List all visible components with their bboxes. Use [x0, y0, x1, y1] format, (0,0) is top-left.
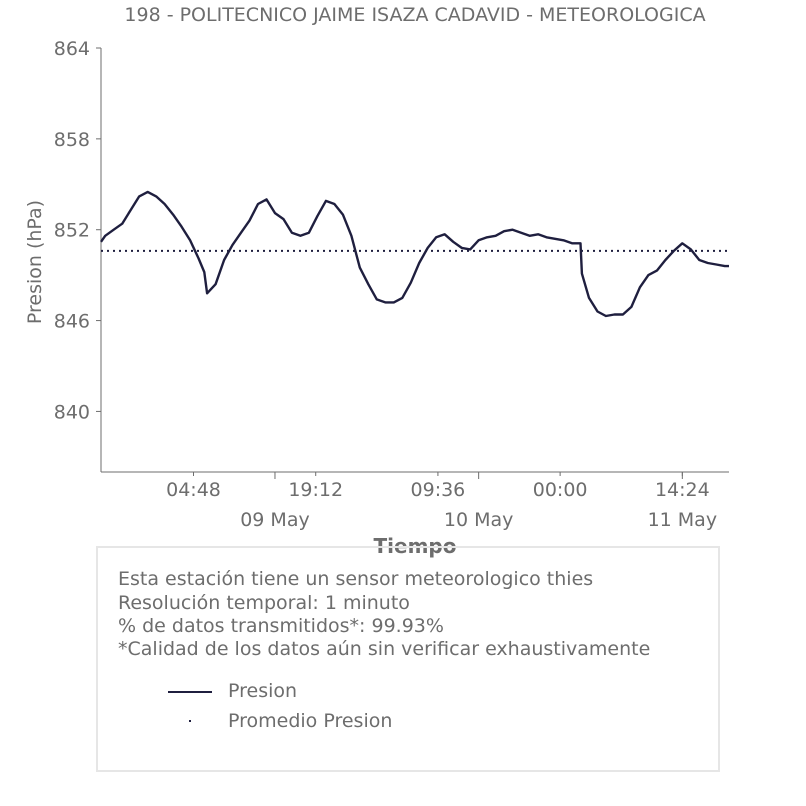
- data-quality-note: *Calidad de los datos aún sin verificar …: [118, 638, 651, 660]
- y-tick-label: 840: [54, 401, 90, 423]
- pressure-chart: 198 - POLITECNICO JAIME ISAZA CADAVID - …: [24, 4, 729, 558]
- legend-dot-swatch: [189, 720, 191, 722]
- station-sensor-note: Esta estación tiene un sensor meteorolog…: [118, 568, 594, 590]
- chart-title: 198 - POLITECNICO JAIME ISAZA CADAVID - …: [124, 4, 705, 26]
- x-tick-label: 14:24: [655, 479, 710, 501]
- x-tick-label: 04:48: [166, 479, 221, 501]
- legend-line-swatch: [168, 691, 212, 693]
- x-tick-label: 19:12: [288, 479, 343, 501]
- x-tick-label: 09:36: [411, 479, 466, 501]
- axes: [96, 47, 729, 479]
- x-tick-label: 00:00: [533, 479, 588, 501]
- transmitted-data-note: % de datos transmitidos*: 99.93%: [118, 615, 444, 637]
- y-tick-label: 852: [54, 220, 90, 242]
- plot-area: [100, 190, 729, 318]
- x-date-label: 11 May: [648, 509, 718, 531]
- y-tick-label: 864: [54, 38, 90, 60]
- series-line-presion: [100, 190, 729, 318]
- temporal-resolution-note: Resolución temporal: 1 minuto: [118, 592, 410, 614]
- info-box: Esta estación tiene un sensor meteorolog…: [96, 546, 720, 772]
- legend-label-presion: Presion: [228, 680, 298, 702]
- y-tick-label: 858: [54, 129, 90, 151]
- y-axis-label: Presion (hPa): [24, 200, 46, 324]
- tick-labels: 864 858 852 846 840 04:48 19:12 09:36 00:00 14:24…: [54, 38, 717, 531]
- y-tick-label: 846: [54, 311, 90, 333]
- x-date-label: 10 May: [444, 509, 514, 531]
- x-date-label: 09 May: [240, 509, 310, 531]
- legend-label-promedio: Promedio Presion: [228, 710, 393, 732]
